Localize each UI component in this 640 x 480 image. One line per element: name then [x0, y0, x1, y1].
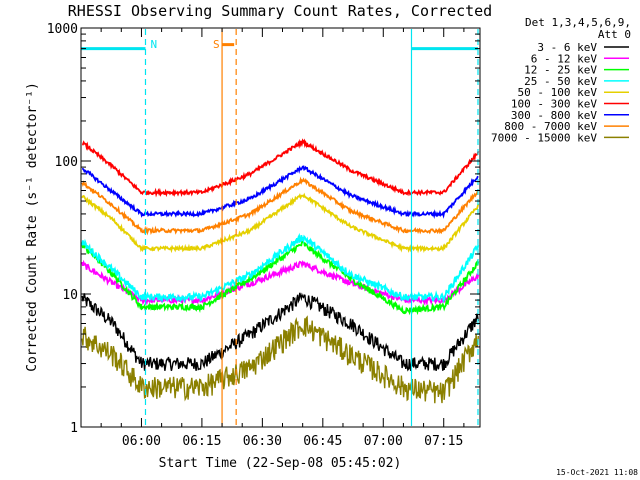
series-line-7 [81, 165, 479, 219]
legend-label-8: 800 - 7000 keV [504, 120, 597, 133]
legend-label-7: 300 - 800 keV [511, 109, 597, 122]
x-tick-label-1: 06:00 [122, 434, 161, 449]
series-line-8 [81, 176, 480, 236]
marker-label-n: N [150, 38, 157, 51]
y-tick-label-1: 1 [70, 421, 78, 436]
x-tick-label-4: 06:45 [303, 434, 342, 449]
x-tick-label-3: 06:30 [243, 434, 282, 449]
y-tick-label-4: 1000 [47, 22, 78, 37]
series-line-9 [81, 315, 479, 404]
x-axis-title: Start Time (22-Sep-08 05:45:02) [159, 456, 402, 471]
legend-label-5: 50 - 100 keV [518, 86, 598, 99]
series-line-3 [81, 240, 480, 316]
x-tick-label-5: 07:00 [364, 434, 403, 449]
x-axis: 06:00 06:15 06:30 06:45 07:00 07:15 [100, 28, 465, 449]
x-tick-label-2: 06:15 [182, 434, 221, 449]
legend-header-1: Det 1,3,4,5,6,9, [525, 16, 631, 29]
series-line-6 [81, 138, 480, 198]
legend-label-4: 25 - 50 keV [524, 75, 597, 88]
legend-label-6: 100 - 300 keV [511, 98, 597, 111]
legend-header-2: Att 0 [598, 28, 631, 41]
series-line-5 [81, 192, 480, 254]
render-timestamp: 15-Oct-2021 11:08 [556, 468, 638, 477]
legend-label-3: 12 - 25 keV [524, 64, 597, 77]
series-line-4 [81, 232, 480, 304]
legend-label-1: 3 - 6 keV [537, 41, 597, 54]
y-tick-label-3: 100 [55, 155, 78, 170]
series-line-2 [81, 259, 480, 307]
marker-label-s: S [213, 38, 220, 51]
chart-title: RHESSI Observing Summary Count Rates, Co… [68, 2, 492, 20]
legend-label-2: 6 - 12 keV [531, 52, 598, 65]
plot-frame [80, 27, 481, 428]
series-group [81, 138, 480, 404]
y-axis-title: Corrected Count Rate (s⁻¹ detector⁻¹) [25, 82, 40, 372]
legend-label-9: 7000 - 15000 keV [491, 131, 597, 144]
x-tick-label-6: 07:15 [424, 434, 463, 449]
series-line-1 [81, 292, 479, 372]
y-tick-label-2: 10 [62, 288, 78, 303]
y-axis: 1 10 100 1000 [47, 22, 480, 436]
